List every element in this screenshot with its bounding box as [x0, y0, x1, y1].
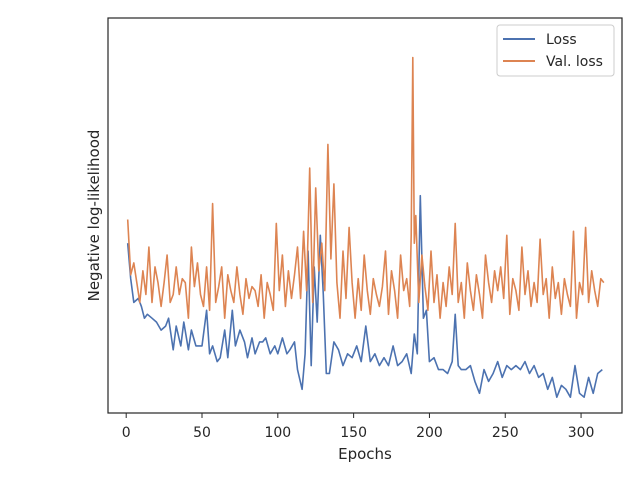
y-axis-label: Negative log-likelihood [85, 130, 103, 302]
legend-label-loss: Loss [546, 32, 577, 48]
x-tick-label: 100 [264, 425, 291, 441]
x-tick-label: 0 [122, 425, 131, 441]
x-tick-label: 200 [416, 425, 443, 441]
plot-area [108, 18, 622, 413]
x-tick-label: 50 [193, 425, 211, 441]
legend-label-val-loss: Val. loss [546, 54, 603, 70]
series-layer [126, 56, 605, 399]
x-tick-label: 300 [568, 425, 595, 441]
series-line-loss [126, 194, 603, 399]
plot-frame [107, 17, 623, 414]
x-axis-label: Epochs [338, 445, 392, 463]
x-tick-label: 150 [340, 425, 367, 441]
legend: Loss Val. loss [496, 24, 615, 77]
x-tick-label: 250 [492, 425, 519, 441]
series-line-val-loss [126, 56, 605, 320]
legend-box [496, 24, 615, 77]
x-axis-ticks: 0 50 100 150 200 250 300 [122, 413, 595, 441]
